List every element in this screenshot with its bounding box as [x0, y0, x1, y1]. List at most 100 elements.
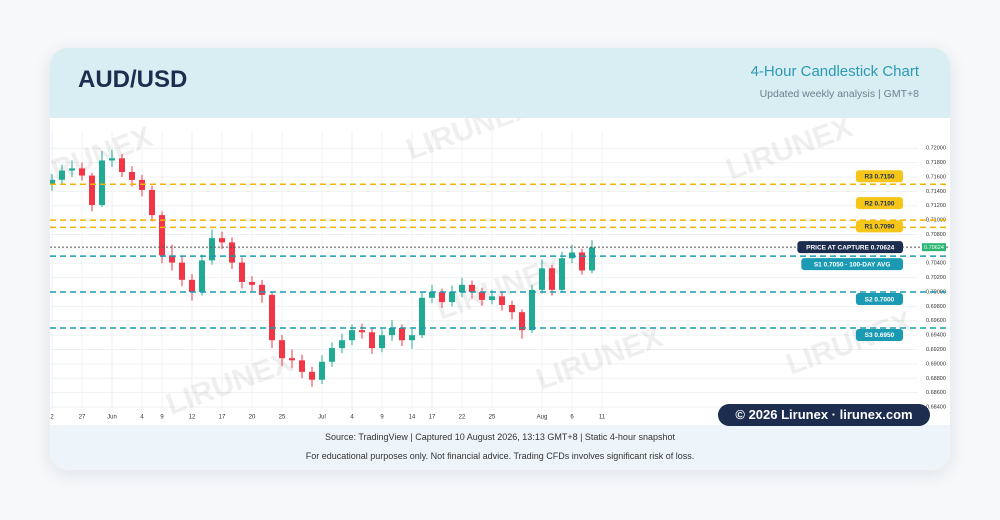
candle-body — [179, 262, 185, 280]
source: Source: TradingView | Captured 10 August… — [325, 432, 675, 442]
x-tick-label: 9 — [380, 415, 384, 421]
level-label: R3 0.7150 — [864, 173, 894, 180]
candle-body — [279, 340, 285, 359]
candle-body — [539, 268, 545, 290]
y-tick-label: 0.69000 — [926, 361, 946, 367]
candle-body — [369, 332, 375, 349]
y-tick-label: 0.69400 — [926, 333, 946, 339]
candle-body — [549, 268, 555, 290]
candle-body — [479, 292, 485, 300]
x-tick-label: 2 — [50, 415, 54, 421]
candle-body — [239, 262, 245, 282]
y-tick-label: 0.72000 — [926, 146, 946, 152]
x-tick-label: 20 — [249, 415, 256, 421]
watermark: LIRUNEX — [782, 305, 917, 381]
level-label: R2 0.7100 — [864, 200, 894, 207]
x-tick-label: 11 — [599, 415, 606, 421]
candle-body — [509, 304, 515, 313]
x-tick-label: Jun — [107, 415, 117, 421]
candle-body — [529, 289, 535, 331]
x-tick-label: 17 — [219, 415, 226, 421]
level-label-box — [855, 170, 903, 183]
candle-body — [399, 327, 405, 341]
x-tick-label: 14 — [409, 415, 416, 421]
candle-body — [419, 297, 425, 336]
candle-body — [129, 171, 135, 180]
y-tick-label: 0.68800 — [926, 376, 946, 382]
y-tick-label: 0.69800 — [926, 304, 946, 310]
y-tick-label: 0.71200 — [926, 203, 946, 209]
y-tick-label: 0.70200 — [926, 275, 946, 281]
level-label: S2 0.7000 — [865, 296, 895, 303]
candle-body — [449, 292, 455, 303]
candle-body — [359, 330, 365, 333]
watermark: LIRUNEX — [402, 118, 537, 167]
candle-body — [519, 312, 525, 331]
candle-body — [59, 170, 65, 180]
candle-body — [159, 215, 165, 256]
candle-body — [289, 358, 295, 361]
badge: © 2026 Lirunex · lirunex.com — [718, 404, 930, 426]
candle-body — [209, 238, 215, 261]
level-label: R1 0.7090 — [864, 224, 894, 231]
header: AUD/USD 4-Hour Candlestick Chart Updated… — [50, 48, 950, 118]
candle-body — [439, 292, 445, 303]
x-tick-label: 12 — [189, 415, 196, 421]
candle-body — [559, 258, 565, 290]
candle-body — [229, 242, 235, 263]
watermark: LIRUNEX — [532, 320, 667, 396]
level-label-box — [855, 197, 903, 210]
candle-body — [169, 255, 175, 263]
y-tick-label: 0.71600 — [926, 174, 946, 180]
candle-body — [269, 294, 275, 341]
candle-body — [89, 175, 95, 206]
x-tick-label: 9 — [160, 415, 164, 421]
level-label-box — [797, 241, 903, 254]
candle-body — [429, 292, 435, 298]
x-tick-label: 4 — [140, 415, 144, 421]
candle-body — [149, 189, 155, 216]
y-tick-label: 0.70400 — [926, 261, 946, 267]
candle-body — [489, 296, 495, 300]
candle-body — [259, 284, 265, 295]
watermark: LIRUNEX — [162, 345, 297, 421]
y-tick-label: 0.71800 — [926, 160, 946, 166]
x-tick-label: 17 — [429, 415, 436, 421]
footer: Source: TradingView | Captured 10 August… — [50, 425, 950, 470]
candle-body — [589, 247, 595, 271]
candle-body — [249, 281, 255, 285]
subtitle: 4-Hour Candlestick Chart — [750, 63, 919, 80]
x-tick-label: 27 — [79, 415, 86, 421]
level-label: S1 0.7050 · 100-DAY AVG — [814, 261, 891, 268]
candle-body — [189, 279, 195, 293]
candle-body — [109, 158, 115, 161]
candle-body — [349, 330, 355, 341]
plot: 0.720000.718000.716000.714000.712000.710… — [50, 118, 950, 422]
x-tick-label: 6 — [570, 415, 574, 421]
candle-body — [69, 168, 75, 171]
candle-body — [119, 158, 125, 172]
watermark: LIRUNEX — [722, 118, 857, 187]
title: AUD/USD — [78, 66, 188, 93]
candle-body — [219, 238, 225, 243]
y-tick-label: 0.69200 — [926, 347, 946, 353]
x-tick-label: Jul — [318, 415, 326, 421]
level-label-box — [855, 293, 903, 306]
candle-body — [379, 335, 385, 349]
disclaimer: For educational purposes only. Not finan… — [305, 451, 695, 461]
candle-body — [79, 168, 85, 176]
candle-body — [389, 327, 395, 336]
candle-body — [99, 160, 105, 206]
chart: 0.720000.718000.716000.714000.712000.710… — [50, 118, 950, 422]
x-tick-label: 25 — [279, 415, 286, 421]
y-tick-label: 0.71400 — [926, 189, 946, 195]
card: AUD/USD 4-Hour Candlestick Chart Updated… — [50, 48, 950, 470]
candle-body — [579, 252, 585, 271]
x-tick-label: 25 — [489, 415, 496, 421]
y-tick-label: 0.70800 — [926, 232, 946, 238]
level-label-box — [855, 220, 903, 233]
candle-body — [339, 340, 345, 349]
y-tick-label: 0.68400 — [926, 405, 946, 411]
price-tag-label: 0.70624 — [924, 245, 944, 251]
level-label-box — [855, 328, 903, 341]
